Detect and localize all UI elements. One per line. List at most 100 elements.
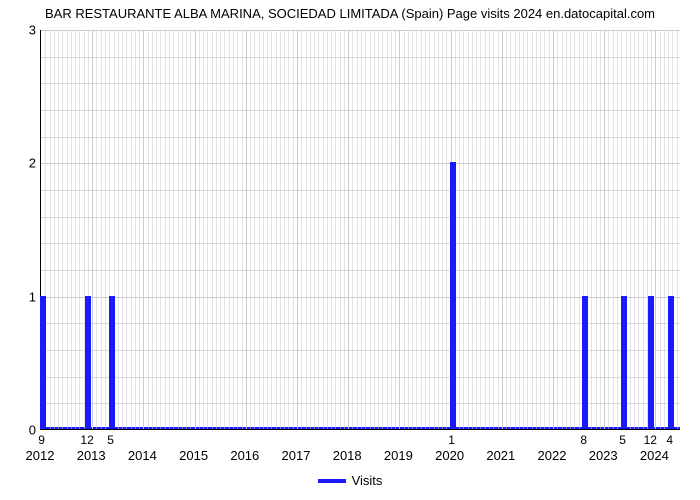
x-grid-minor <box>263 30 264 429</box>
x-grid-minor <box>498 30 499 429</box>
x-grid-minor <box>203 30 204 429</box>
y-tick-label: 3 <box>18 23 36 38</box>
x-grid-minor <box>378 30 379 429</box>
x-grid-major <box>92 30 93 429</box>
spike-value-label: 12 <box>80 433 93 447</box>
x-grid-minor <box>199 30 200 429</box>
spike-value-label: 4 <box>666 433 673 447</box>
x-grid-minor <box>357 30 358 429</box>
x-grid-minor <box>476 30 477 429</box>
x-grid-minor <box>160 30 161 429</box>
x-grid-minor <box>416 30 417 429</box>
x-grid-minor <box>327 30 328 429</box>
x-grid-minor <box>126 30 127 429</box>
x-grid-minor <box>54 30 55 429</box>
x-grid-minor <box>224 30 225 429</box>
chart-title: BAR RESTAURANTE ALBA MARINA, SOCIEDAD LI… <box>0 6 700 21</box>
x-grid-minor <box>591 30 592 429</box>
x-grid-minor <box>293 30 294 429</box>
x-year-label: 2023 <box>589 448 618 463</box>
x-grid-minor <box>382 30 383 429</box>
x-year-label: 2016 <box>230 448 259 463</box>
x-grid-minor <box>515 30 516 429</box>
x-grid-major <box>604 30 605 429</box>
x-grid-minor <box>276 30 277 429</box>
x-grid-minor <box>186 30 187 429</box>
x-grid-minor <box>527 30 528 429</box>
x-grid-minor <box>135 30 136 429</box>
x-grid-minor <box>67 30 68 429</box>
x-grid-minor <box>532 30 533 429</box>
x-grid-minor <box>250 30 251 429</box>
x-grid-major <box>195 30 196 429</box>
x-grid-minor <box>233 30 234 429</box>
x-grid-minor <box>557 30 558 429</box>
x-grid-minor <box>387 30 388 429</box>
x-grid-minor <box>634 30 635 429</box>
spike-value-label: 1 <box>448 433 455 447</box>
x-grid-minor <box>643 30 644 429</box>
x-grid-minor <box>242 30 243 429</box>
x-grid-minor <box>237 30 238 429</box>
x-grid-minor <box>412 30 413 429</box>
x-grid-minor <box>139 30 140 429</box>
x-grid-minor <box>459 30 460 429</box>
x-grid-minor <box>540 30 541 429</box>
x-grid-minor <box>131 30 132 429</box>
x-grid-minor <box>310 30 311 429</box>
x-year-label: 2020 <box>435 448 464 463</box>
x-grid-minor <box>485 30 486 429</box>
x-grid-minor <box>613 30 614 429</box>
x-year-label: 2024 <box>640 448 669 463</box>
x-grid-minor <box>480 30 481 429</box>
x-grid-minor <box>79 30 80 429</box>
x-grid-minor <box>391 30 392 429</box>
x-grid-minor <box>169 30 170 429</box>
spike-value-label: 12 <box>644 433 657 447</box>
x-grid-minor <box>284 30 285 429</box>
x-grid-minor <box>148 30 149 429</box>
visit-spike <box>109 296 115 429</box>
x-grid-minor <box>566 30 567 429</box>
x-grid-minor <box>71 30 72 429</box>
x-grid-minor <box>173 30 174 429</box>
x-grid-minor <box>122 30 123 429</box>
x-grid-minor <box>101 30 102 429</box>
x-grid-minor <box>306 30 307 429</box>
x-grid-minor <box>50 30 51 429</box>
y-tick-label: 0 <box>18 423 36 438</box>
x-grid-minor <box>370 30 371 429</box>
x-grid-minor <box>429 30 430 429</box>
x-grid-minor <box>549 30 550 429</box>
spike-value-label: 9 <box>38 433 45 447</box>
x-grid-minor <box>536 30 537 429</box>
x-grid-minor <box>220 30 221 429</box>
plot-area <box>40 30 680 430</box>
x-grid-minor <box>96 30 97 429</box>
x-grid-minor <box>562 30 563 429</box>
x-grid-minor <box>446 30 447 429</box>
legend: Visits <box>0 472 700 488</box>
x-year-label: 2021 <box>486 448 515 463</box>
x-grid-minor <box>630 30 631 429</box>
x-grid-minor <box>216 30 217 429</box>
legend-swatch <box>318 479 346 483</box>
x-grid-minor <box>271 30 272 429</box>
x-year-label: 2018 <box>333 448 362 463</box>
x-grid-minor <box>323 30 324 429</box>
x-grid-minor <box>267 30 268 429</box>
x-grid-major <box>143 30 144 429</box>
x-grid-minor <box>638 30 639 429</box>
x-grid-minor <box>156 30 157 429</box>
x-grid-minor <box>404 30 405 429</box>
x-grid-minor <box>212 30 213 429</box>
spike-value-label: 5 <box>107 433 114 447</box>
x-grid-minor <box>472 30 473 429</box>
spike-value-label: 5 <box>619 433 626 447</box>
x-grid-minor <box>62 30 63 429</box>
x-grid-minor <box>182 30 183 429</box>
x-year-label: 2019 <box>384 448 413 463</box>
x-year-label: 2012 <box>26 448 55 463</box>
x-grid-major <box>655 30 656 429</box>
x-grid-minor <box>579 30 580 429</box>
